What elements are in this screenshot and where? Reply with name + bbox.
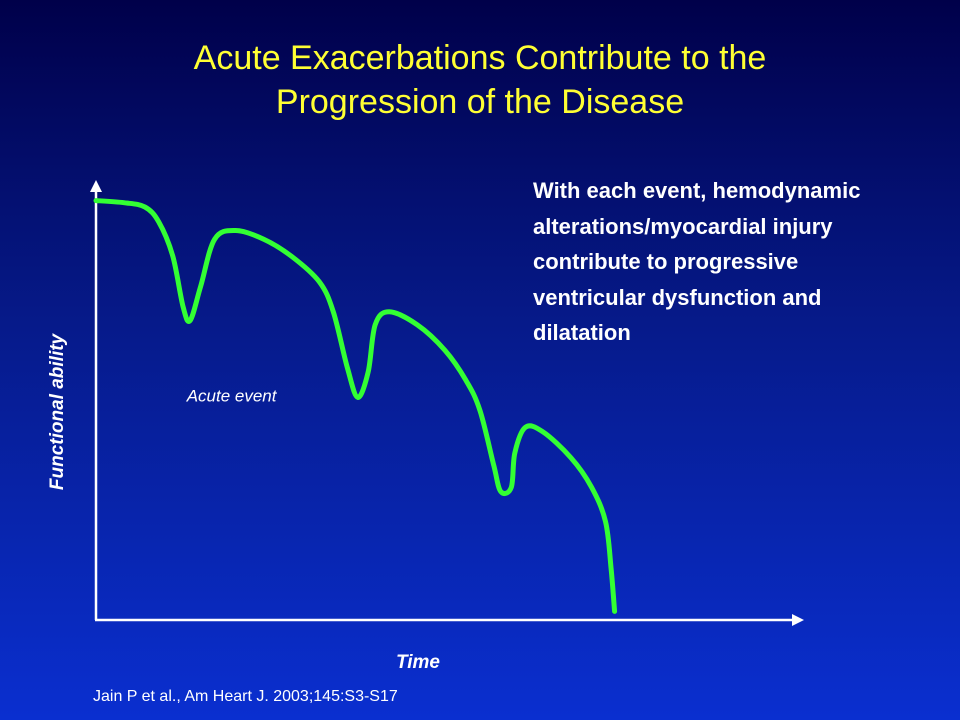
note-line-2: alterations/myocardial injury — [533, 213, 833, 239]
y-axis-arrow — [90, 180, 102, 192]
note-line-5: dilatation — [533, 320, 631, 345]
note-line-3: contribute to progressive — [533, 249, 799, 274]
x-axis-label: Time — [396, 652, 440, 673]
note-line-4: ventricular dysfunction and — [533, 284, 822, 310]
explanatory-note: With each event, hemodynamic alterations… — [533, 173, 933, 351]
citation: Jain P et al., Am Heart J. 2003;145:S3-S… — [93, 688, 398, 705]
functional-ability-curve — [93, 198, 618, 614]
slide-title-line-1: Acute Exacerbations Contribute to the — [193, 39, 767, 77]
slide-title: Acute Exacerbations Contribute to the Pr… — [0, 36, 960, 124]
note-line-1: With each event, hemodynamic — [533, 178, 861, 203]
x-axis-arrow — [792, 614, 804, 626]
acute-event-annotation: Acute event — [186, 387, 278, 406]
y-axis-label: Functional ability — [47, 332, 68, 490]
slide-title-line-2: Progression of the Disease — [275, 83, 685, 121]
